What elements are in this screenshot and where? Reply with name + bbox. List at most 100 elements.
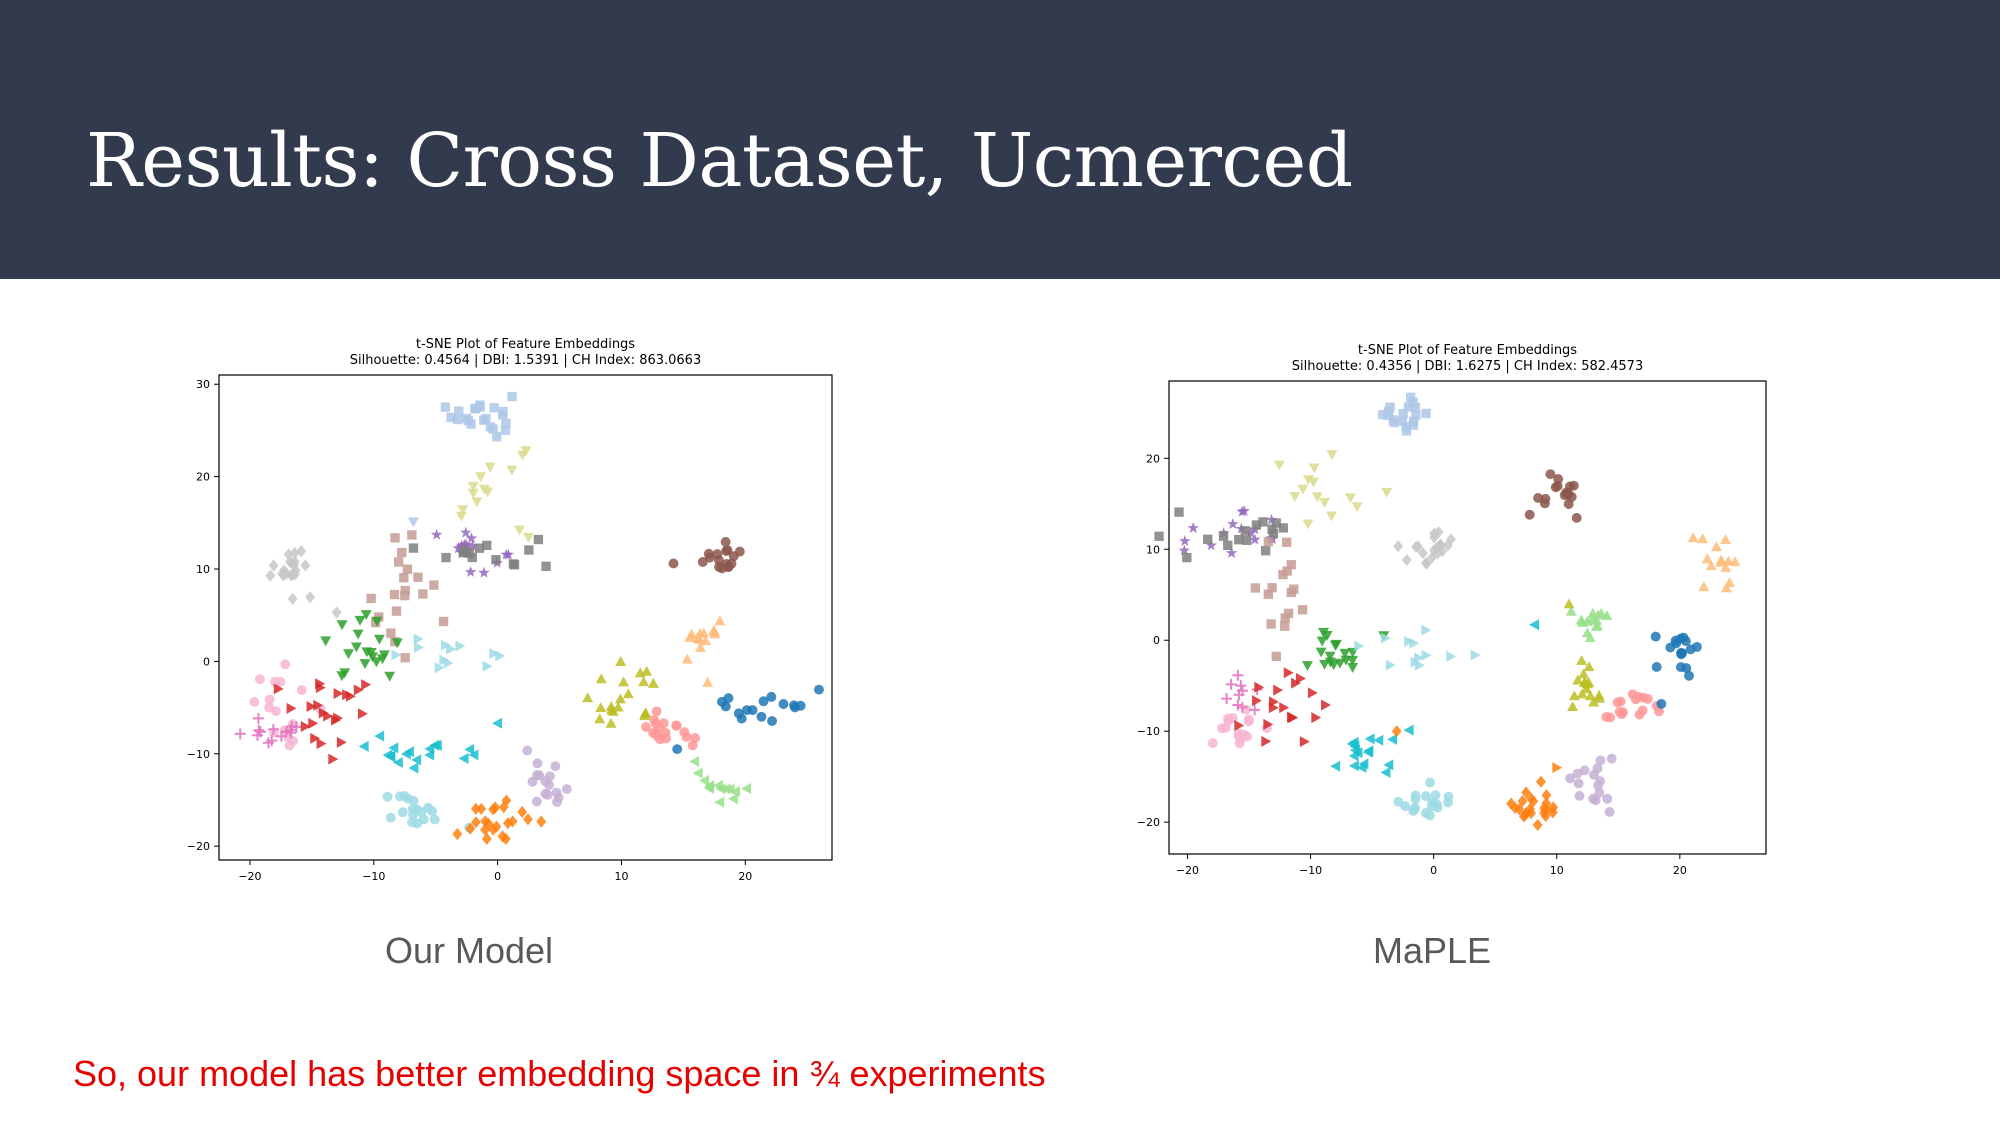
data-point (412, 818, 423, 829)
data-point (651, 706, 662, 717)
data-point (1267, 583, 1277, 593)
data-point (458, 548, 468, 558)
data-point (1532, 818, 1543, 831)
data-point (466, 419, 476, 429)
data-point (1403, 724, 1414, 736)
data-point (464, 566, 477, 577)
data-point (300, 559, 311, 572)
data-point (689, 755, 700, 767)
data-point (1344, 493, 1356, 504)
chart-title: t-SNE Plot of Feature Embeddings (416, 337, 635, 352)
data-point (708, 625, 720, 636)
data-point (467, 488, 479, 499)
data-point (1720, 582, 1732, 593)
data-point (1651, 662, 1662, 672)
data-point (1590, 620, 1602, 631)
data-point (1618, 707, 1628, 718)
data-point (354, 615, 366, 626)
data-point (1286, 560, 1296, 570)
data-point (394, 791, 405, 802)
data-point (400, 653, 410, 663)
data-point (1187, 522, 1199, 533)
data-point (1563, 598, 1575, 609)
x-tick-label: 0 (1430, 864, 1437, 877)
data-point (1583, 661, 1595, 672)
data-point (595, 702, 607, 713)
data-point (333, 688, 344, 700)
data-point (281, 567, 292, 580)
data-point (618, 676, 630, 687)
x-tick-label: −10 (362, 870, 385, 883)
data-point (266, 735, 278, 747)
data-point (561, 784, 572, 795)
data-point (1389, 417, 1399, 428)
data-point (654, 723, 664, 734)
y-tick-label: 10 (196, 563, 210, 576)
data-point (681, 731, 692, 742)
data-point (734, 546, 745, 557)
caption-maple: MaPLE (1372, 930, 1492, 971)
data-point (1421, 649, 1432, 661)
data-point (313, 699, 324, 711)
y-tick-label: −20 (187, 840, 210, 853)
data-point (778, 699, 789, 709)
data-point (1687, 532, 1699, 543)
data-point (1283, 608, 1294, 619)
data-point (1420, 557, 1431, 570)
data-point (465, 822, 476, 835)
data-point (254, 674, 265, 685)
data-point (1595, 776, 1606, 787)
data-point (1218, 531, 1229, 541)
data-point (522, 745, 533, 756)
data-point (1235, 734, 1246, 745)
data-point (491, 820, 502, 833)
data-point (273, 683, 284, 695)
data-point (767, 716, 777, 727)
data-point (1207, 738, 1218, 749)
data-point (350, 642, 362, 653)
data-point (1348, 760, 1359, 772)
data-point (467, 552, 477, 563)
data-point (1574, 790, 1585, 801)
data-point (814, 684, 824, 695)
data-point (1565, 773, 1576, 784)
data-point (279, 564, 289, 577)
data-point (1698, 581, 1710, 592)
data-point (1297, 605, 1308, 615)
data-point (1380, 766, 1391, 778)
data-point (1263, 718, 1274, 730)
data-point (1295, 673, 1306, 685)
data-point (254, 726, 266, 738)
data-point (1220, 722, 1231, 733)
x-tick-label: 10 (614, 870, 628, 883)
data-point (284, 555, 295, 568)
data-point (296, 545, 307, 558)
data-point (393, 557, 404, 567)
data-point (1358, 758, 1369, 770)
data-point (452, 827, 463, 841)
scatter-points (1154, 392, 1741, 831)
data-point (641, 721, 651, 732)
data-point (1678, 632, 1689, 643)
data-point (500, 548, 512, 560)
data-point (474, 543, 485, 553)
data-point (714, 796, 725, 808)
data-point (275, 730, 287, 742)
data-point (1685, 644, 1696, 655)
data-point (692, 767, 703, 779)
data-point (280, 659, 291, 670)
data-point (353, 684, 364, 696)
data-point (1258, 517, 1268, 527)
data-point (253, 724, 265, 736)
data-point (1251, 520, 1262, 530)
data-point (1602, 793, 1613, 804)
data-point (756, 711, 767, 722)
data-point (390, 533, 400, 543)
data-point (1273, 684, 1284, 696)
data-point (1403, 402, 1414, 412)
data-point (1278, 523, 1288, 533)
data-point (385, 812, 396, 823)
data-point (339, 668, 351, 679)
y-tick-label: 10 (1146, 543, 1160, 556)
data-point (513, 525, 525, 536)
